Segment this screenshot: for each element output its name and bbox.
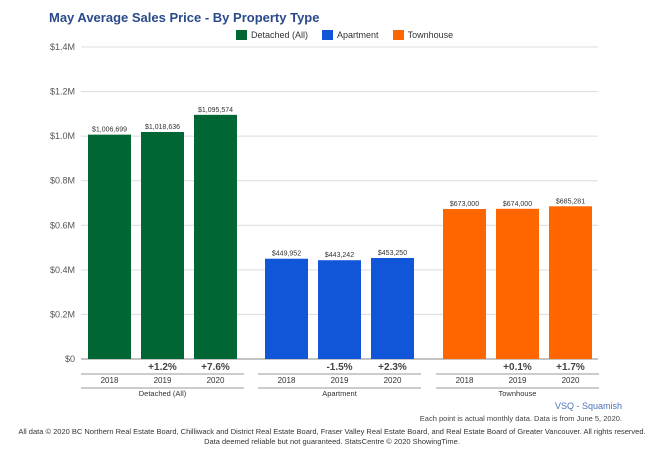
bar-value-label: $673,000	[450, 201, 479, 208]
x-tick-label: 2019	[154, 376, 172, 385]
chart-plot: $0 $0.2M $0.4M $0.6M $0.8M $1.0M $1.2M $1.4M $1,…	[50, 42, 599, 398]
legend-item-detached[interactable]: Detached (All)	[236, 30, 308, 40]
bar	[88, 134, 131, 359]
y-tick-label: $0	[65, 354, 75, 364]
bar-value-label: $685,281	[556, 198, 585, 205]
legend-swatch-detached	[236, 30, 247, 40]
bar-value-label: $453,250	[378, 250, 407, 257]
footer-copyright: All data © 2020 BC Northern Real Estate …	[18, 427, 646, 436]
y-tick-label: $0.6M	[50, 220, 75, 230]
x-tick-label: 2018	[456, 376, 474, 385]
y-tick-label: $1.4M	[50, 42, 75, 52]
y-tick-label: $0.2M	[50, 309, 75, 319]
x-tick-label: 2020	[384, 376, 402, 385]
group-label: Townhouse	[499, 389, 537, 398]
legend-swatch-townhouse	[392, 30, 404, 40]
y-tick-label: $1.0M	[50, 131, 75, 141]
footer: All data © 2020 BC Northern Real Estate …	[0, 427, 664, 447]
bar	[265, 258, 308, 359]
y-tick-label: $1.2M	[50, 87, 75, 97]
bar	[194, 114, 237, 359]
source-label: VSQ - Squamish	[554, 401, 622, 411]
change-label: +2.3%	[378, 362, 407, 373]
legend: Detached (All) Apartment Townhouse	[236, 30, 453, 40]
x-tick-label: 2020	[207, 376, 225, 385]
bar	[549, 206, 592, 359]
x-tick-label: 2020	[562, 376, 580, 385]
group-label: Detached (All)	[139, 389, 187, 398]
change-label: -1.5%	[326, 362, 352, 373]
legend-label-townhouse: Townhouse	[407, 30, 454, 40]
bar-value-label: $1,095,574	[198, 107, 233, 114]
change-label: +1.7%	[556, 362, 585, 373]
legend-item-townhouse[interactable]: Townhouse	[392, 30, 454, 40]
bar-value-label: $443,242	[325, 252, 354, 259]
change-label: +1.2%	[148, 362, 177, 373]
x-tick-label: 2019	[331, 376, 349, 385]
y-tick-label: $0.4M	[50, 265, 75, 275]
chart-title: May Average Sales Price - By Property Ty…	[49, 10, 320, 25]
x-tick-label: 2018	[278, 376, 296, 385]
legend-label-apartment: Apartment	[337, 30, 379, 40]
bar-value-label: $1,006,699	[92, 127, 127, 134]
data-note: Each point is actual monthly data. Data …	[419, 414, 622, 423]
legend-label-detached: Detached (All)	[251, 30, 309, 40]
bar	[496, 208, 539, 359]
x-tick-label: 2018	[101, 376, 119, 385]
x-tick-label: 2019	[509, 376, 527, 385]
legend-item-apartment[interactable]: Apartment	[322, 30, 379, 40]
bar	[318, 260, 361, 359]
y-tick-label: $0.8M	[50, 176, 75, 186]
bar-value-label: $674,000	[503, 201, 532, 208]
change-label: +7.6%	[201, 362, 230, 373]
bar-value-label: $449,952	[272, 251, 301, 258]
bar	[371, 257, 414, 359]
footer-disclaimer: Data deemed reliable but not guaranteed.…	[204, 437, 460, 446]
bar-value-label: $1,018,636	[145, 124, 180, 131]
bar	[141, 131, 184, 359]
change-label: +0.1%	[503, 362, 532, 373]
legend-swatch-apartment	[322, 30, 334, 40]
bar	[443, 209, 486, 359]
group-label: Apartment	[322, 389, 358, 398]
